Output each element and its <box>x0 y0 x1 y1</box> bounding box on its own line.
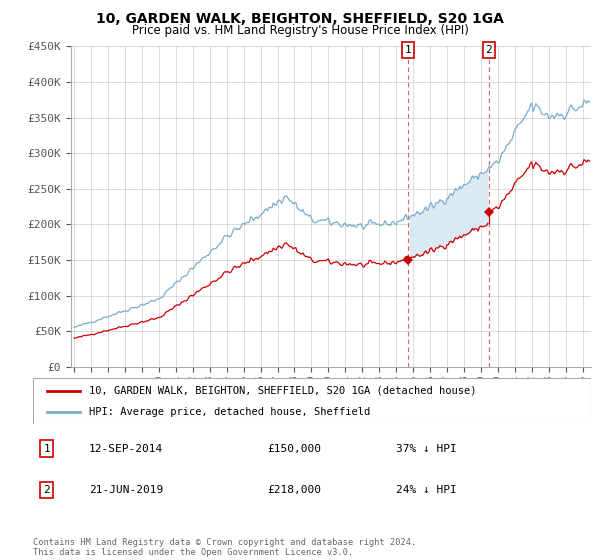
Text: HPI: Average price, detached house, Sheffield: HPI: Average price, detached house, Shef… <box>89 408 370 417</box>
Text: £218,000: £218,000 <box>268 485 322 495</box>
Text: 1: 1 <box>405 45 412 55</box>
Text: £150,000: £150,000 <box>268 444 322 454</box>
Text: 12-SEP-2014: 12-SEP-2014 <box>89 444 163 454</box>
Text: 24% ↓ HPI: 24% ↓ HPI <box>396 485 457 495</box>
Text: 2: 2 <box>44 485 50 495</box>
Text: 10, GARDEN WALK, BEIGHTON, SHEFFIELD, S20 1GA: 10, GARDEN WALK, BEIGHTON, SHEFFIELD, S2… <box>96 12 504 26</box>
Text: Price paid vs. HM Land Registry's House Price Index (HPI): Price paid vs. HM Land Registry's House … <box>131 24 469 36</box>
Text: 10, GARDEN WALK, BEIGHTON, SHEFFIELD, S20 1GA (detached house): 10, GARDEN WALK, BEIGHTON, SHEFFIELD, S2… <box>89 386 476 396</box>
Text: 1: 1 <box>44 444 50 454</box>
Text: Contains HM Land Registry data © Crown copyright and database right 2024.
This d: Contains HM Land Registry data © Crown c… <box>33 538 416 557</box>
Text: 2: 2 <box>485 45 492 55</box>
Text: 21-JUN-2019: 21-JUN-2019 <box>89 485 163 495</box>
FancyBboxPatch shape <box>33 378 591 424</box>
Text: 37% ↓ HPI: 37% ↓ HPI <box>396 444 457 454</box>
